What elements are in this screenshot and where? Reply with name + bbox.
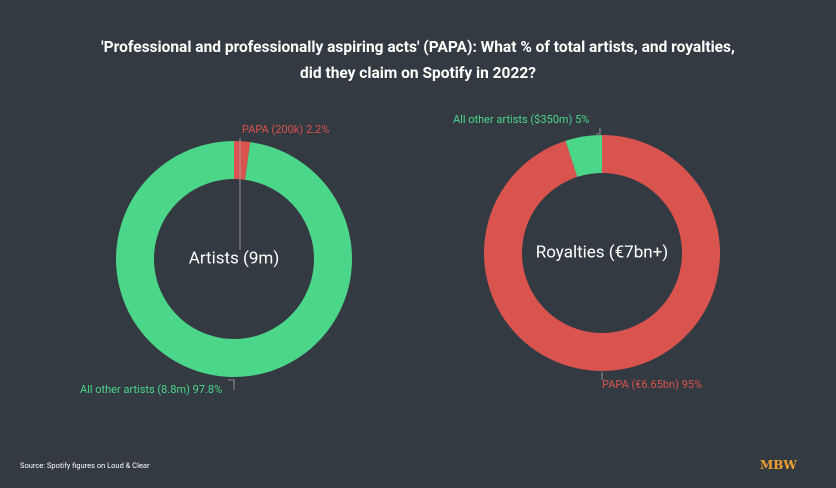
slice-category: PAPA (200k) [242, 123, 303, 136]
slice-category: All other artists ($350m) [453, 113, 573, 126]
slice-label: PAPA (200k) 2.2% [242, 123, 329, 136]
logo: MBW [760, 458, 797, 472]
donut-slice [484, 135, 720, 371]
title: 'Professional and professionally aspirin… [101, 38, 735, 82]
leader-line [596, 128, 601, 135]
slice-value-label: 5% [575, 113, 589, 126]
slice-label: All other artists (8.8m) 97.8% [80, 383, 222, 396]
slice-label: All other artists ($350m) 5% [453, 113, 589, 126]
donut-slice [565, 135, 602, 177]
slice-category: PAPA (€6.65bn) [602, 378, 679, 391]
slice-category: All other artists (8.8m) [80, 383, 190, 396]
slice-value-label: 97.8% [193, 383, 223, 396]
slice-value-label: 95% [682, 378, 702, 391]
source: Source: Spotify figures on Loud & Clear [20, 461, 150, 470]
center-label: Royalties (€7bn+) [536, 242, 668, 262]
slice-value-label: 2.2% [306, 123, 329, 136]
donut-slice [234, 141, 251, 180]
center-label: Artists (9m) [189, 248, 280, 268]
donut-slice [116, 141, 353, 378]
slice-label: PAPA (€6.65bn) 95% [602, 378, 702, 391]
leader-line [228, 379, 235, 390]
